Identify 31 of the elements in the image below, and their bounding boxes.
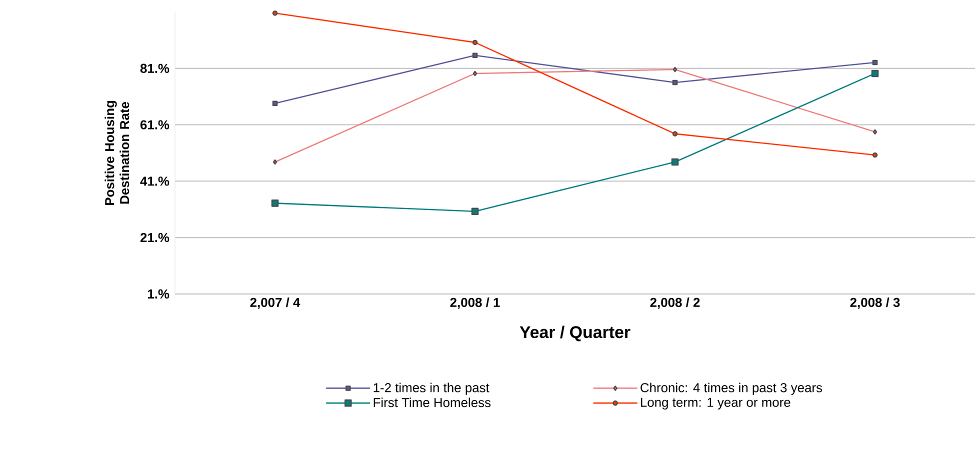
point (672, 80, 678, 86)
y-axis-title: Positive Housing Destination Rate (104, 100, 130, 206)
point (872, 129, 878, 134)
point (671, 158, 679, 166)
point (872, 152, 878, 158)
point (272, 10, 278, 16)
x-tick-label: 2,008 / 2 (650, 298, 700, 309)
x-tick-label: 2,008 / 1 (450, 298, 500, 309)
legend-label: First Time Homeless (374, 398, 491, 408)
point (472, 52, 478, 58)
point (472, 70, 478, 76)
x-tick-label: 2,007 / 4 (250, 298, 300, 309)
y-tick-label: 1.% (148, 289, 170, 299)
y-tick-label: 81.% (140, 64, 170, 73)
point (872, 60, 878, 66)
point (272, 100, 278, 106)
point (871, 70, 879, 78)
x-axis-title: Year / Quarter (520, 326, 630, 342)
legend-label: Chronic: 4 times in past 3 years (640, 382, 822, 395)
point (672, 131, 678, 136)
point (472, 40, 478, 46)
x-tick-label: 2,008 / 3 (850, 298, 900, 309)
legend-label: Long term: 1 year or more (640, 398, 790, 410)
point (471, 208, 479, 215)
y-tick-label: 21.% (140, 233, 170, 242)
y-tick-label: 61.% (140, 120, 170, 130)
point (672, 66, 678, 72)
legend-label: 1-2 times in the past (374, 382, 490, 395)
point (271, 200, 279, 207)
y-tick-label: 41.% (140, 176, 170, 186)
point (272, 159, 278, 165)
